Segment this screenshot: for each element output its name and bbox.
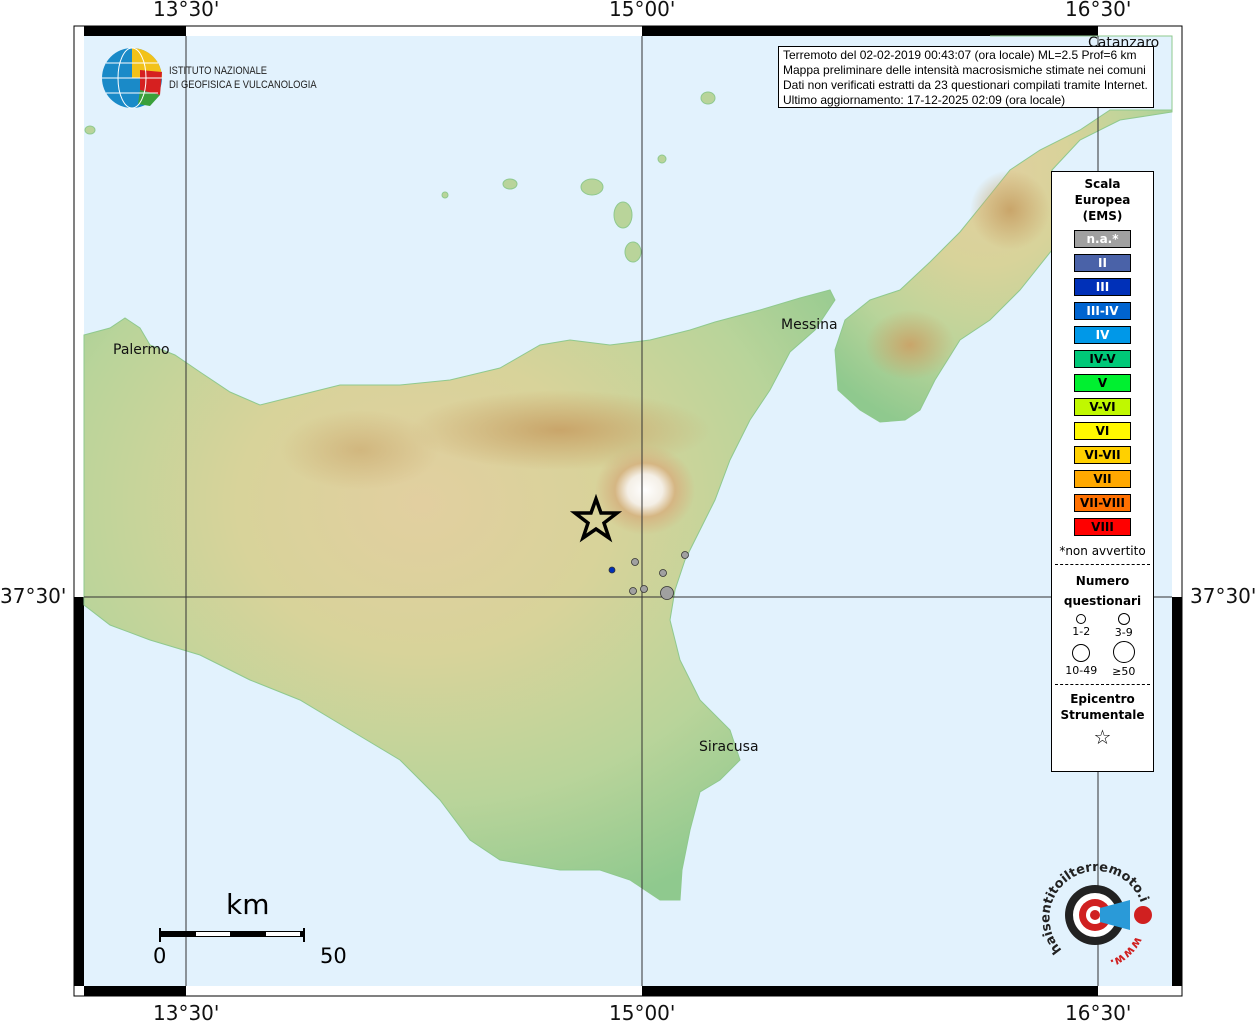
info-line-data-source: Dati non verificati estratti da 23 quest… [783, 78, 1148, 92]
count-10-49: 10-49 [1060, 639, 1103, 678]
count-title-line: questionari [1063, 594, 1142, 608]
legend-note: *non avvertito [1059, 544, 1146, 558]
ingv-line1: ISTITUTO NAZIONALE [169, 65, 268, 77]
legend-title-line: Scala [1084, 177, 1121, 191]
count-50-plus: ≥50 [1103, 639, 1146, 678]
lon-label-top-2: 15°00' [609, 0, 676, 21]
count-label: 1-2 [1072, 625, 1091, 638]
intensity-point[interactable] [659, 569, 667, 577]
intensity-swatch: VII-VIII [1074, 494, 1131, 512]
intensity-swatch: V-VI [1074, 398, 1131, 416]
legend-title-line: Europea [1074, 193, 1131, 207]
ingv-line2: DI GEOFISICA E VULCANOLOGIA [169, 79, 317, 91]
lon-label-top-3: 16°30' [1065, 0, 1132, 21]
intensity-swatch: VI [1074, 422, 1131, 440]
ingv-logo-icon [102, 47, 162, 109]
intensity-swatch: VII [1074, 470, 1131, 488]
scale-end: 50 [320, 944, 347, 968]
intensity-points [608, 551, 689, 600]
intensity-point[interactable] [660, 586, 674, 600]
info-line-description: Mappa preliminare delle intensità macros… [783, 63, 1146, 77]
count-label: 10-49 [1065, 664, 1098, 677]
intensity-point[interactable] [629, 587, 637, 595]
city-siracusa: Siracusa [699, 739, 759, 755]
count-title: Numero questionari [1052, 571, 1153, 611]
intensity-point[interactable] [640, 585, 648, 593]
frame-ticks [74, 26, 1182, 996]
intensity-swatch: n.a.* [1074, 230, 1131, 248]
info-line-event: Terremoto del 02-02-2019 00:43:07 (ora l… [783, 48, 1137, 62]
epicenter-star-icon[interactable] [569, 493, 623, 543]
epicenter-title: Epicentro Strumentale [1052, 691, 1153, 723]
intensity-swatch: IV [1074, 326, 1131, 344]
count-label: ≥50 [1112, 665, 1136, 678]
count-3-9: 3-9 [1103, 611, 1146, 639]
legend-title: Scala Europea (EMS) [1052, 176, 1153, 224]
city-palermo: Palermo [113, 342, 170, 358]
intensity-swatch: V [1074, 374, 1131, 392]
city-messina: Messina [781, 317, 838, 333]
legend-divider [1055, 564, 1150, 565]
intensity-swatch: III [1074, 278, 1131, 296]
aeolian-islands [84, 91, 716, 263]
epicenter-title-line: Strumentale [1060, 708, 1145, 722]
legend-star-icon: ☆ [1093, 725, 1112, 749]
intensity-point[interactable] [631, 558, 639, 566]
intensity-swatch: VI-VII [1074, 446, 1131, 464]
event-info-box: Terremoto del 02-02-2019 00:43:07 (ora l… [778, 46, 1154, 108]
lat-label-right: 37°30' [1190, 584, 1255, 608]
count-1-2: 1-2 [1060, 611, 1103, 639]
scale-unit: km [226, 888, 270, 921]
info-line-updated: Ultimo aggiornamento: 17-12-2025 02:09 (… [783, 93, 1066, 107]
lon-label-bottom-1: 13°30' [153, 1001, 220, 1024]
city-catanzaro: Catanzaro [1088, 35, 1160, 51]
intensity-scale: n.a.* II III III-IV IV IV-V V V-VI VI VI-VII VII VI… [1052, 230, 1153, 536]
scale-start: 0 [153, 944, 167, 968]
etna [595, 445, 695, 535]
intensity-point[interactable] [608, 566, 616, 574]
count-key: 1-2 3-9 10-49 ≥50 [1052, 611, 1153, 678]
legend-title-line: (EMS) [1082, 209, 1123, 223]
lon-label-bottom-2: 15°00' [609, 1001, 676, 1024]
lat-label-left: 37°30' [0, 584, 67, 608]
epicenter-title-line: Epicentro [1070, 692, 1135, 706]
intensity-swatch: IV-V [1074, 350, 1131, 368]
intensity-swatch: VIII [1074, 518, 1131, 536]
lon-label-bottom-3: 16°30' [1065, 1001, 1132, 1024]
hsit-logo-icon [1065, 885, 1152, 945]
intensity-point[interactable] [681, 551, 689, 559]
intensity-swatch: III-IV [1074, 302, 1131, 320]
legend-divider [1055, 684, 1150, 685]
scale-bar [159, 928, 305, 942]
count-title-line: Numero [1075, 574, 1130, 588]
legend-panel: Scala Europea (EMS) n.a.* II III III-IV IV IV… [1051, 171, 1154, 772]
intensity-swatch: II [1074, 254, 1131, 272]
lon-label-top-1: 13°30' [153, 0, 220, 21]
count-label: 3-9 [1114, 626, 1133, 639]
ingv-logo-text: ISTITUTO NAZIONALE DI GEOFISICA E VULCAN… [169, 64, 317, 92]
